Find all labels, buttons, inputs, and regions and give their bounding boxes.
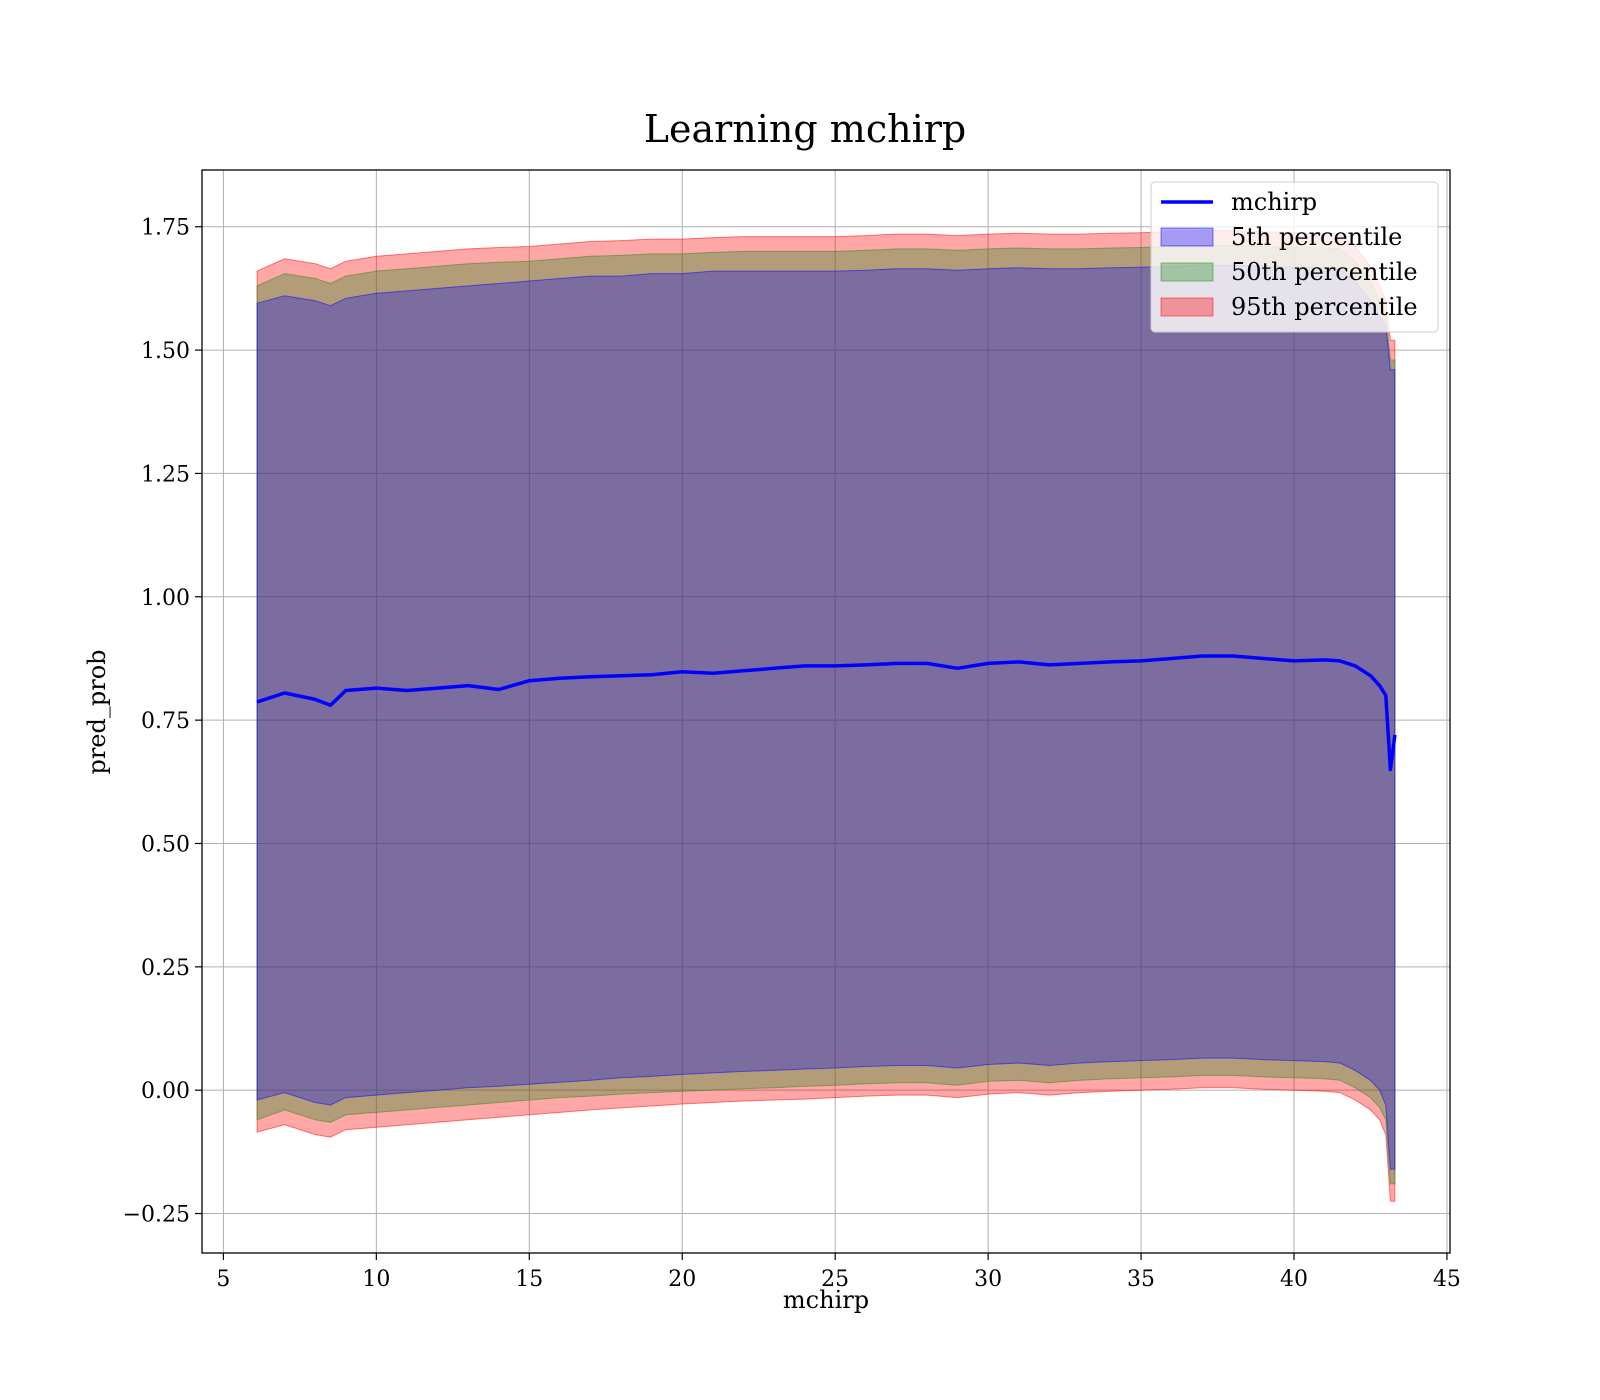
y-axis: −0.25 0.00 0.25 0.50 0.75 1.00 1.25 1.50 1.75	[123, 216, 202, 1228]
x-tick-label: 40	[1280, 1267, 1308, 1292]
x-tick-label: 5	[216, 1267, 230, 1292]
legend-swatch-band	[1160, 297, 1214, 317]
band-5th	[256, 264, 1396, 1170]
x-tick-label: 10	[362, 1267, 390, 1292]
band-50th	[256, 245, 1396, 1185]
legend-swatch-band	[1160, 262, 1214, 282]
plot-area	[202, 170, 1450, 1253]
legend-swatch-band	[1160, 227, 1214, 247]
x-tick-label: 45	[1433, 1267, 1461, 1292]
x-tick-label: 20	[668, 1267, 696, 1292]
y-tick-label: 1.75	[141, 216, 190, 241]
legend-label: 95th percentile	[1231, 293, 1418, 321]
band-95th	[256, 230, 1396, 1202]
chart-title: Learning mchirp	[644, 107, 966, 151]
x-axis: 5 10 15 20 25 30 35 40 45	[216, 1253, 1461, 1292]
legend-box	[1150, 181, 1439, 333]
legend-label: mchirp	[1231, 188, 1317, 216]
y-tick-label: 0.50	[141, 832, 190, 857]
y-tick-label: 1.50	[141, 339, 190, 364]
series-line-mchirp	[256, 654, 1397, 772]
y-tick-label: 1.00	[141, 586, 190, 611]
y-tick-label: 1.25	[141, 462, 190, 487]
y-tick-label: 0.75	[141, 709, 190, 734]
legend: mchirp 5th percentile 50th percentile 95th …	[1150, 181, 1439, 333]
y-tick-label: 0.00	[141, 1079, 190, 1104]
x-tick-label: 30	[974, 1267, 1002, 1292]
legend-label: 50th percentile	[1231, 258, 1418, 286]
y-tick-label: −0.25	[123, 1203, 190, 1228]
y-axis-label: pred_prob	[83, 649, 111, 774]
y-tick-label: 0.25	[141, 956, 190, 981]
x-axis-label: mchirp	[783, 1286, 869, 1314]
plot-frame	[201, 169, 1451, 1254]
x-tick-label: 25	[821, 1267, 849, 1292]
x-tick-label: 35	[1127, 1267, 1155, 1292]
x-tick-label: 15	[515, 1267, 543, 1292]
legend-label: 5th percentile	[1231, 223, 1402, 251]
